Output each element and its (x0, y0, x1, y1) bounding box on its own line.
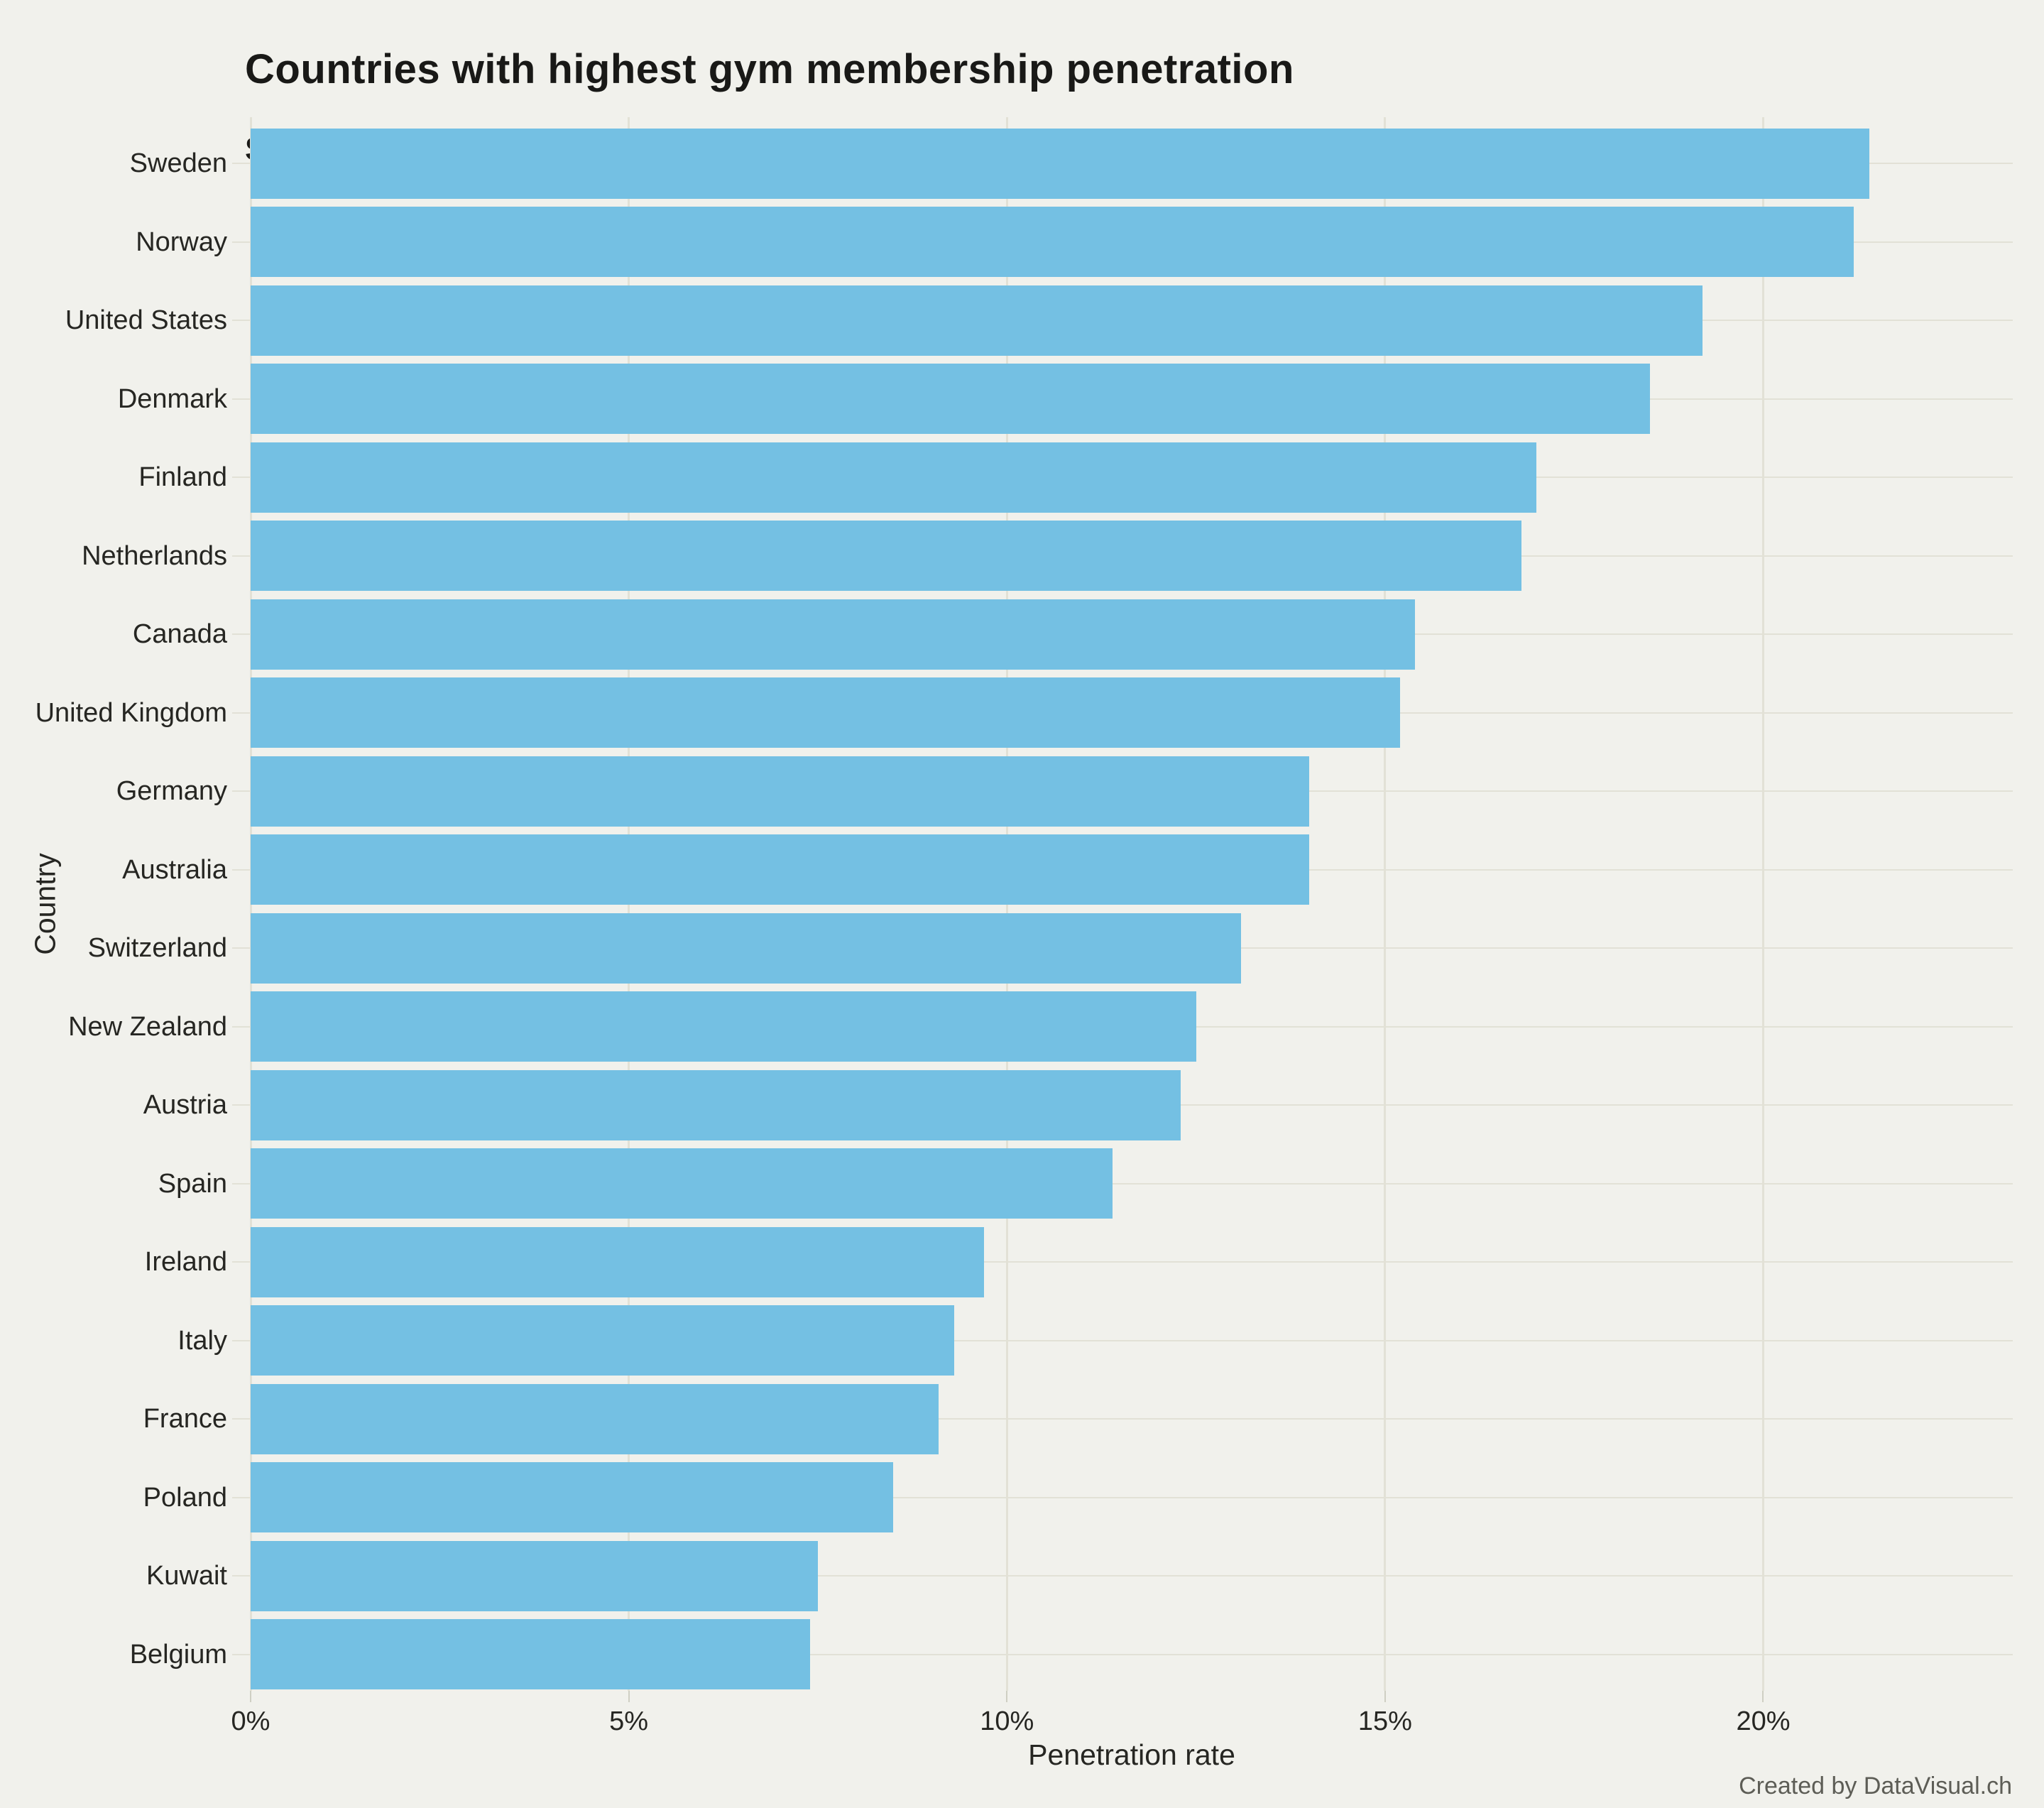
country-label: Australia (122, 854, 227, 885)
country-label: Belgium (129, 1639, 227, 1670)
country-label: United States (65, 305, 227, 335)
country-label: New Zealand (68, 1011, 227, 1042)
country-label: United Kingdom (35, 697, 227, 728)
bar-italy (251, 1305, 954, 1376)
bar-france (251, 1383, 939, 1454)
x-tick-label: 10% (980, 1706, 1034, 1736)
h-gridline (251, 1496, 2013, 1498)
bar-spain (251, 1148, 1113, 1219)
bar-new-zealand (251, 991, 1196, 1062)
credit-text: Created by DataVisual.ch (1739, 1772, 2012, 1799)
category-tick (232, 1339, 251, 1341)
category-tick (232, 1653, 251, 1655)
h-gridline (251, 1575, 2013, 1576)
category-tick (232, 476, 251, 478)
bar-germany (251, 756, 1310, 827)
bar-belgium (251, 1619, 811, 1689)
country-label: Canada (132, 619, 227, 649)
category-tick (232, 868, 251, 871)
country-label: Norway (136, 227, 227, 257)
category-tick (232, 633, 251, 635)
country-label: Sweden (129, 148, 227, 178)
category-tick (232, 1025, 251, 1028)
category-tick (232, 241, 251, 243)
x-tick-label: 15% (1357, 1706, 1412, 1736)
category-tick (232, 163, 251, 164)
country-label: Austria (143, 1090, 227, 1120)
country-label: Italy (177, 1325, 227, 1356)
bar-denmark (251, 364, 1650, 434)
category-tick (232, 1261, 251, 1263)
x-tick-mark (1762, 1691, 1764, 1702)
bar-norway (251, 207, 1854, 277)
bar-kuwait (251, 1540, 818, 1611)
x-tick-label: 5% (609, 1706, 649, 1736)
bar-australia (251, 834, 1310, 905)
h-gridline (251, 1418, 2013, 1420)
bar-austria (251, 1069, 1181, 1140)
country-label: Spain (158, 1168, 227, 1199)
country-label: Switzerland (87, 933, 227, 963)
category-tick (232, 320, 251, 321)
x-tick-label: 20% (1736, 1706, 1791, 1736)
category-tick (232, 1496, 251, 1498)
bar-poland (251, 1462, 894, 1532)
bar-switzerland (251, 913, 1242, 984)
category-tick (232, 1104, 251, 1106)
country-label: Ireland (144, 1247, 227, 1277)
category-tick (232, 790, 251, 792)
bar-united-kingdom (251, 677, 1401, 748)
country-label: Netherlands (82, 540, 227, 571)
x-tick-mark (1006, 1691, 1008, 1702)
country-label: Finland (138, 462, 227, 492)
bar-sweden (251, 128, 1869, 199)
x-tick-label: 0% (231, 1706, 270, 1736)
bar-ireland (251, 1226, 985, 1297)
x-tick-mark (250, 1691, 251, 1702)
x-axis-title: Penetration rate (1028, 1738, 1235, 1771)
country-label: Germany (116, 776, 227, 806)
bar-canada (251, 599, 1416, 670)
country-label: France (143, 1404, 227, 1434)
v-gridline (1761, 117, 1764, 1691)
category-tick (232, 555, 251, 557)
bar-united-states (251, 285, 1703, 356)
h-gridline (251, 1339, 2013, 1341)
x-tick-mark (1384, 1691, 1386, 1702)
category-tick (232, 947, 251, 949)
bar-finland (251, 442, 1536, 513)
v-gridline (1384, 117, 1387, 1691)
h-gridline (251, 1182, 2013, 1185)
h-gridline (251, 1653, 2013, 1655)
x-tick-mark (628, 1691, 630, 1702)
country-label: Denmark (117, 383, 227, 414)
page-title: Countries with highest gym membership pe… (245, 46, 1294, 92)
category-tick (232, 1418, 251, 1420)
country-label: Poland (143, 1482, 227, 1513)
category-tick (232, 712, 251, 714)
category-tick (232, 1575, 251, 1576)
bar-netherlands (251, 521, 1521, 591)
category-tick (232, 1182, 251, 1185)
country-label: Kuwait (146, 1561, 227, 1591)
category-tick (232, 398, 251, 400)
h-gridline (251, 1261, 2013, 1263)
